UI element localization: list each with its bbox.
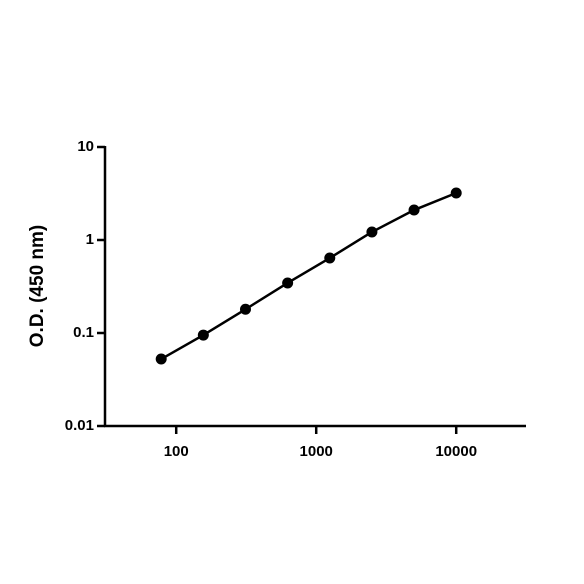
x-tick-label: 1000: [300, 443, 333, 460]
y-tick-label: 0.01: [65, 417, 94, 434]
data-point: [282, 277, 294, 289]
data-point: [239, 303, 251, 315]
data-line: [160, 191, 457, 361]
data-point: [155, 353, 167, 365]
data-point: [324, 252, 336, 264]
data-point: [450, 187, 462, 199]
y-tick-label: 1: [86, 231, 94, 248]
x-tick-label: 10000: [435, 443, 477, 460]
y-axis-label: O.D. (450 nm): [27, 225, 48, 347]
data-point: [408, 204, 420, 216]
x-tick-label: 100: [164, 443, 189, 460]
y-tick-label: 10: [77, 138, 94, 155]
y-tick-label: 0.1: [73, 324, 94, 341]
data-point: [366, 226, 378, 238]
data-point: [197, 329, 209, 341]
